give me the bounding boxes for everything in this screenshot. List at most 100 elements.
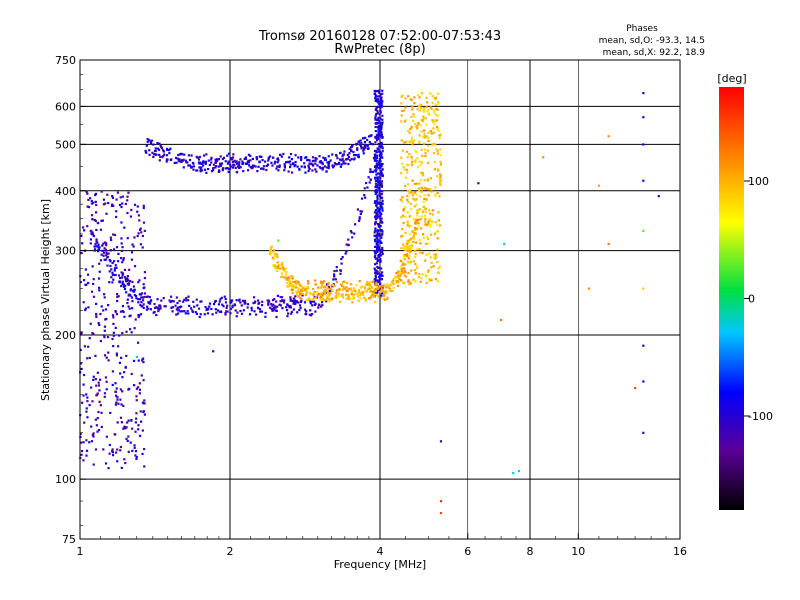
data-point: [358, 216, 361, 219]
data-point: [364, 136, 367, 139]
data-point: [292, 302, 295, 305]
data-point: [137, 301, 140, 304]
data-point: [348, 152, 351, 155]
data-point: [381, 246, 384, 250]
data-point: [402, 254, 405, 258]
data-point: [103, 258, 106, 261]
data-point: [350, 283, 353, 286]
data-point: [359, 145, 363, 148]
data-point: [408, 192, 411, 195]
data-point: [422, 205, 425, 208]
data-point: [378, 288, 381, 291]
data-point: [188, 304, 191, 308]
data-point: [375, 165, 379, 168]
data-point: [128, 307, 131, 310]
data-point: [140, 292, 143, 295]
data-point: [274, 160, 277, 163]
data-point: [380, 287, 383, 290]
data-point: [116, 396, 119, 399]
data-point: [94, 448, 98, 451]
data-point: [321, 161, 324, 164]
data-point: [349, 297, 352, 300]
data-point: [247, 153, 250, 156]
data-point: [224, 311, 227, 315]
data-point: [642, 431, 645, 434]
data-point: [331, 289, 334, 292]
data-point: [210, 170, 214, 173]
data-point: [406, 255, 409, 258]
data-point: [380, 162, 383, 166]
data-point: [104, 248, 107, 251]
data-point: [321, 297, 324, 300]
data-point: [642, 143, 645, 146]
data-point: [409, 127, 412, 131]
data-point: [316, 293, 319, 297]
data-point: [363, 187, 366, 190]
data-point: [311, 300, 314, 303]
data-point: [160, 299, 163, 302]
data-point: [270, 245, 274, 248]
data-point: [642, 91, 645, 95]
data-point: [112, 345, 115, 348]
data-point: [413, 249, 416, 252]
data-point: [376, 156, 379, 159]
data-point: [169, 300, 172, 304]
data-point: [80, 367, 83, 371]
data-point: [176, 301, 179, 305]
data-point: [376, 231, 379, 234]
data-point: [404, 248, 407, 251]
data-point: [429, 233, 433, 236]
data-point: [434, 277, 438, 281]
data-point: [377, 279, 380, 282]
data-point: [235, 162, 239, 165]
data-point: [325, 294, 329, 298]
data-point: [280, 272, 284, 275]
data-point: [420, 190, 423, 193]
data-point: [223, 295, 226, 298]
data-point: [276, 161, 279, 164]
data-point: [418, 272, 421, 276]
data-point: [431, 101, 434, 104]
data-point: [92, 432, 95, 435]
data-point: [355, 284, 358, 287]
data-point: [302, 288, 305, 291]
data-point: [126, 439, 129, 443]
data-point: [363, 193, 366, 197]
data-point: [229, 163, 232, 166]
data-point: [368, 181, 371, 184]
data-point: [82, 394, 85, 397]
data-point: [110, 204, 114, 208]
data-point: [430, 279, 433, 282]
data-point: [342, 153, 346, 156]
data-point: [503, 242, 506, 245]
data-point: [137, 428, 140, 431]
data-point: [322, 280, 325, 283]
data-point: [379, 111, 382, 114]
data-point: [97, 246, 100, 249]
data-point: [422, 135, 425, 138]
data-point: [120, 249, 124, 253]
data-point: [416, 214, 419, 217]
data-point: [217, 158, 221, 161]
data-point: [151, 151, 154, 154]
data-point: [252, 296, 256, 299]
data-point: [258, 308, 262, 311]
data-point: [130, 296, 134, 299]
data-point: [327, 163, 330, 167]
data-point: [231, 160, 234, 164]
data-point: [375, 121, 379, 125]
data-point: [416, 108, 419, 111]
data-point: [373, 89, 376, 92]
data-point: [424, 242, 428, 246]
data-point: [118, 276, 122, 280]
data-point: [111, 273, 114, 276]
data-point: [299, 284, 302, 287]
data-point: [408, 233, 412, 236]
data-point: [377, 101, 380, 104]
data-point: [379, 152, 383, 155]
data-point: [97, 221, 100, 225]
data-point: [361, 291, 364, 294]
y-tick-label: 500: [55, 138, 76, 151]
data-point: [318, 161, 321, 164]
data-point: [416, 211, 419, 215]
